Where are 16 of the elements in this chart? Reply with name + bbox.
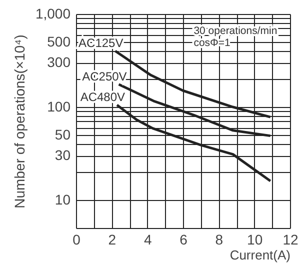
y-axis-title: Number of operations(×10⁴) (11, 34, 28, 208)
y-tick-label: 30 (54, 147, 71, 164)
x-tick-label: 4 (144, 232, 152, 248)
x-tick-label: 6 (180, 232, 188, 248)
x-tick-label: 10 (247, 232, 263, 248)
y-tick-label: 50 (54, 126, 71, 142)
x-tick-label: 12 (282, 232, 298, 248)
x-tick-label: 2 (108, 232, 116, 248)
x-axis-title: Current(A) (230, 248, 290, 262)
x-tick-label: 0 (72, 232, 81, 248)
y-tick-label: 10 (54, 192, 71, 208)
x-tick-label: 8 (215, 232, 224, 248)
y-tick-label: 300 (47, 54, 71, 70)
y-tick-label: 1,000 (35, 6, 71, 22)
y-tick-label: 100 (47, 98, 71, 114)
y-tick-label: 500 (47, 33, 71, 50)
